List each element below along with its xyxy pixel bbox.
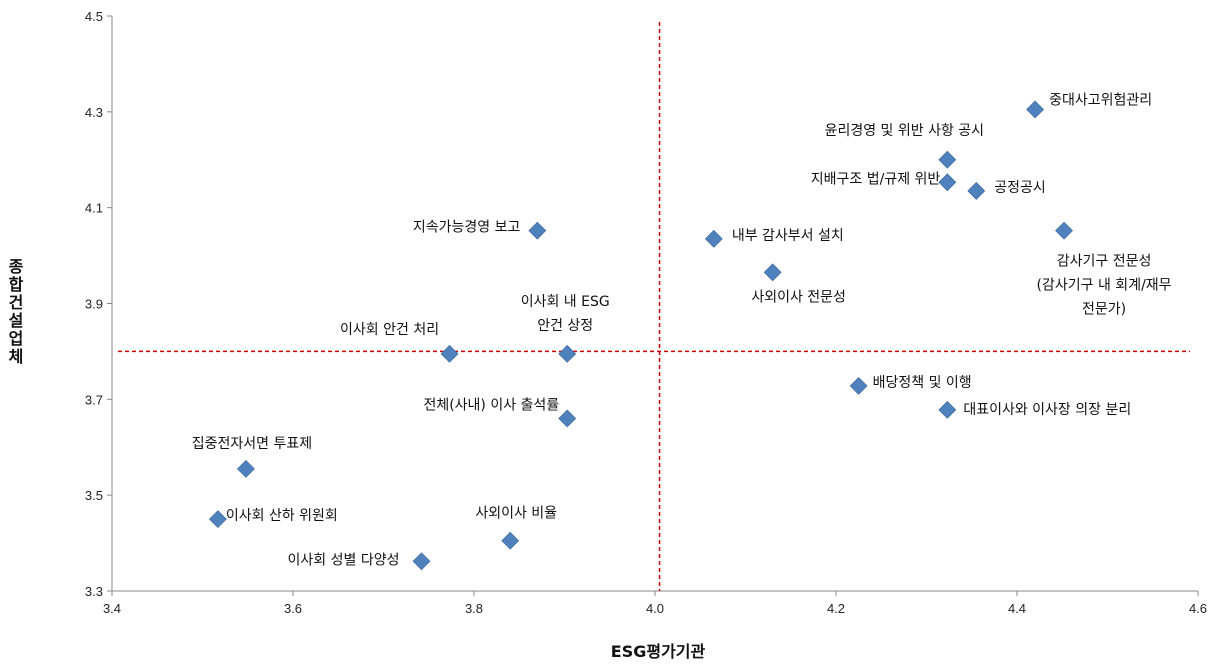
x-tick-label: 3.6 (284, 601, 302, 616)
data-point-marker (237, 459, 255, 478)
data-point-marker (440, 344, 459, 363)
data-point-marker (558, 409, 577, 428)
y-tick-label: 3.9 (85, 297, 103, 312)
x-tick-label: 4.0 (646, 601, 664, 616)
data-point-label: 이사회 산하 위원회 (226, 508, 338, 524)
data-point-marker (938, 173, 957, 192)
x-tick-label: 4.4 (1008, 601, 1026, 616)
data-point-label: 대표이사와 이사장 의장 분리 (963, 402, 1131, 418)
y-tick-label: 4.5 (85, 9, 103, 24)
data-point-label: 배당정책 및 이행 (873, 375, 972, 391)
x-tick-label: 3.4 (103, 601, 121, 616)
data-point-marker (1026, 100, 1045, 119)
data-point-marker (967, 181, 986, 200)
chart-axes: 3.4 3.6 3.8 4.0 4.2 4.4 4.6 3.3 3.5 3.7 3.9 4.1 4.3 4… (85, 9, 1207, 616)
data-points (208, 100, 1073, 571)
data-point-label: 지배구조 법/규제 위반 (811, 171, 941, 187)
data-point-label: 전체(사내) 이사 출석률 (423, 398, 559, 414)
data-point-marker (1055, 221, 1073, 240)
data-point-label: 중대사고위험관리 (1049, 92, 1152, 108)
data-point-marker (208, 510, 227, 529)
y-tick-label: 3.3 (85, 584, 103, 599)
data-point-marker (763, 263, 782, 282)
y-tick-label: 4.3 (85, 105, 103, 120)
reference-lines (118, 22, 1190, 591)
data-point-label: 이사회 성별 다양성 (288, 552, 400, 568)
data-point-label: (감사기구 내 회계/재무 (1037, 278, 1172, 294)
data-point-label: 감사기구 전문성 (1057, 254, 1152, 270)
x-tick-label: 3.8 (465, 601, 483, 616)
data-point-label: 내부 감사부서 설치 (732, 228, 844, 244)
data-point-label: 이사회 안건 처리 (340, 322, 439, 338)
data-point-label: 집중전자서면 투표제 (192, 436, 312, 452)
data-point-marker (938, 150, 957, 169)
data-point-label: 지속가능경영 보고 (413, 220, 521, 236)
x-axis-title: ESG평가기관 (611, 642, 706, 661)
data-point-marker (412, 552, 431, 571)
data-point-label: 공정공시 (994, 180, 1046, 196)
data-point-marker (849, 376, 868, 395)
y-tick-label: 3.5 (85, 488, 103, 503)
data-point-marker (501, 531, 520, 550)
data-point-label: 전문가) (1082, 302, 1126, 318)
x-tick-label: 4.6 (1189, 601, 1207, 616)
data-point-label: 안건 상정 (537, 318, 593, 334)
y-tick-label: 4.1 (85, 201, 103, 216)
data-point-marker (938, 400, 957, 419)
x-tick-label: 4.2 (827, 601, 845, 616)
data-point-label: 사외이사 비율 (475, 506, 557, 522)
data-point-label: 이사회 내 ESG (521, 294, 610, 310)
data-point-marker (704, 229, 723, 248)
data-point-marker (528, 221, 547, 240)
data-point-label: 사외이사 전문성 (751, 289, 846, 305)
data-point-label: 윤리경영 및 위반 사항 공시 (825, 123, 984, 139)
data-point-marker (558, 344, 577, 363)
y-tick-label: 3.7 (85, 392, 103, 407)
